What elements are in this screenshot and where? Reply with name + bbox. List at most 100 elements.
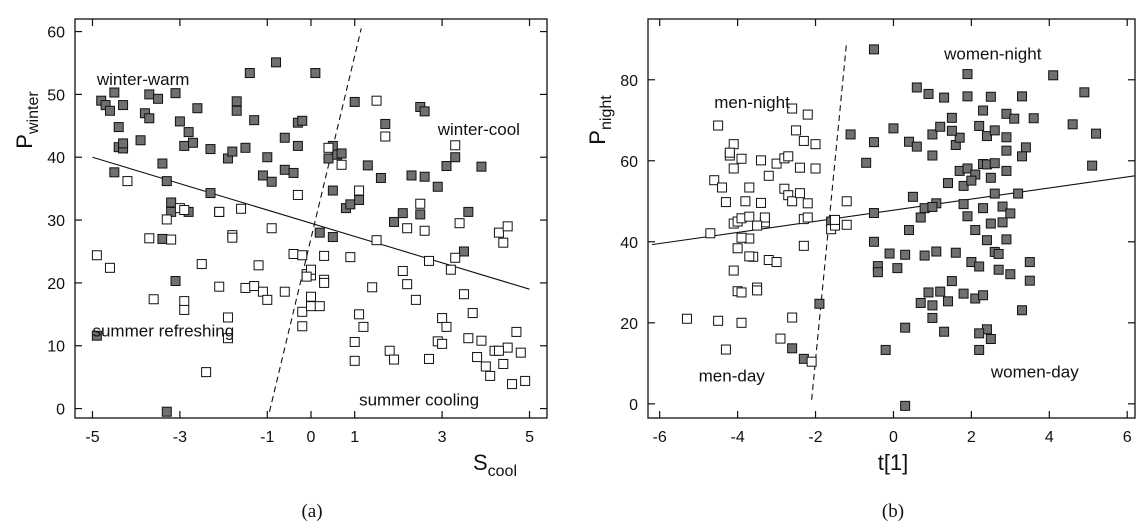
filled-square-point [91,330,102,341]
filled-square-point [1001,145,1012,156]
open-square-point [222,312,233,323]
open-square-point [354,185,365,196]
open-square-point [349,336,360,347]
x-tick-label: 3 [438,429,447,446]
open-square-point [771,257,782,268]
open-square-point [728,265,739,276]
filled-square-point [1017,151,1028,162]
y-axis-title: Pwinter [12,91,42,149]
filled-square-point [450,152,461,163]
x-axis-title-main: S [473,450,488,475]
open-square-point [763,170,774,181]
open-square-point [297,321,308,332]
filled-square-point [179,140,190,151]
open-square-point [389,354,400,365]
open-square-point [314,301,325,312]
filled-square-point [981,235,992,246]
open-square-point [345,252,356,263]
filled-square-point [205,144,216,155]
open-square-point [415,198,426,209]
open-square-point [736,153,747,164]
y-tick-label: 40 [47,150,65,167]
open-square-point [336,159,347,170]
filled-square-point [419,171,430,182]
open-square-point [717,182,728,193]
open-square-point [424,255,434,266]
open-square-point [841,196,852,207]
filled-square-point [441,161,452,172]
filled-square-point [927,129,938,140]
filled-square-point [935,286,946,297]
filled-square-point [872,267,883,278]
filled-square-point [942,178,953,189]
filled-square-point [157,158,168,169]
y-axis-title-main: P [12,134,37,149]
filled-square-point [1020,142,1031,153]
filled-square-point [911,82,922,93]
open-square-point [752,285,763,296]
solid-boundary-line [651,175,1135,246]
filled-square-point [336,148,347,159]
open-square-point [802,109,813,120]
filled-square-point [997,201,1008,212]
y-tick-label: 30 [47,213,65,230]
open-square-point [472,352,483,363]
x-tick-label: -2 [808,429,822,446]
open-square-point [798,135,809,146]
open-square-point [249,281,260,292]
filled-square-point [868,137,879,148]
filled-square-point [911,141,922,152]
open-square-point [720,344,731,355]
open-square-point [262,294,273,305]
y-tick-label: 60 [620,154,638,171]
x-tick-label: -5 [85,429,99,446]
open-square-point [752,220,763,231]
open-square-point [736,317,747,328]
x-axis-title: Scool [473,450,517,480]
open-square-point [104,262,115,273]
filled-square-point [962,91,973,102]
open-square-point [794,162,805,173]
x-tick-label: 1 [350,429,359,446]
open-square-point [713,120,724,131]
x-axis-title: t[1] [878,450,909,475]
open-square-point [437,338,448,349]
open-square-point [463,333,474,344]
filled-square-point [257,170,268,181]
filled-square-point [113,122,124,133]
open-square-point [520,375,531,386]
filled-square-point [1017,91,1028,102]
filled-square-point [981,131,992,142]
y-tick-label: 50 [47,87,65,104]
filled-square-point [966,175,977,186]
filled-square-point [327,232,338,243]
filled-square-point [915,297,926,308]
filled-square-point [279,132,290,143]
filled-square-point [931,246,942,257]
open-square-point [306,301,316,312]
filled-square-point [923,88,934,99]
filled-square-point [271,57,282,68]
x-tick-label: -1 [260,429,274,446]
x-tick-label: -4 [730,429,744,446]
filled-square-point [1024,257,1035,268]
filled-square-point [1079,87,1090,98]
x-tick-label: 0 [307,429,316,446]
region-label: women-day [990,362,1079,381]
open-square-point [454,218,465,229]
filled-square-point [1028,113,1039,124]
open-square-point [493,227,504,238]
region-label: winter-cool [437,120,520,139]
filled-square-point [993,248,1004,259]
filled-square-point [868,208,879,219]
open-square-point [830,214,841,225]
filled-square-point [135,135,146,146]
filled-square-point [868,44,879,55]
filled-square-point [1005,208,1016,219]
open-square-point [802,198,813,209]
filled-square-point [397,208,408,219]
open-square-point [450,140,461,151]
filled-square-point [868,236,879,247]
filled-square-point [958,199,969,210]
panel-label: (a) [301,501,322,522]
